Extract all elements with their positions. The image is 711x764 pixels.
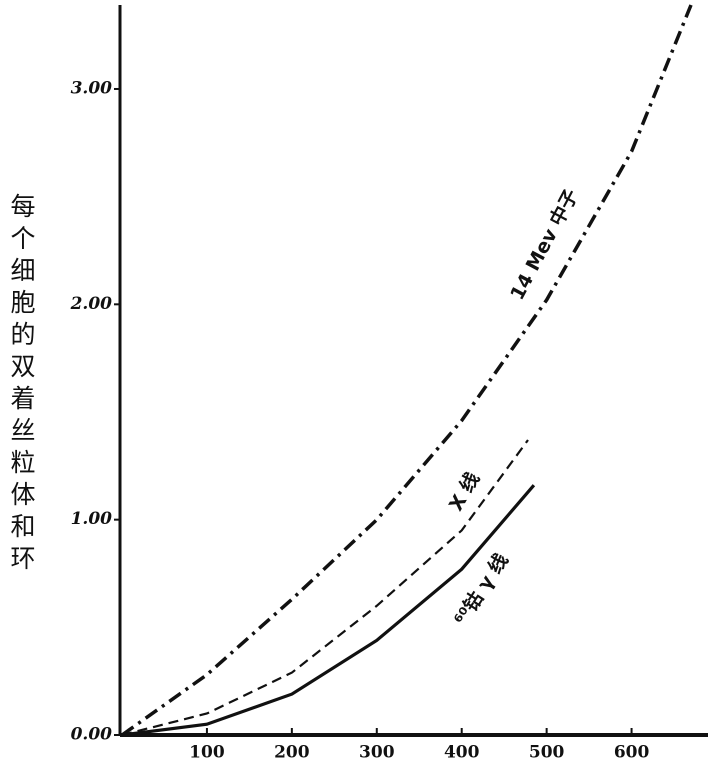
x-tick-label: 400: [444, 743, 480, 763]
y-tick-label: 1.00: [71, 509, 113, 529]
x-tick-label: 300: [359, 743, 395, 763]
y-tick-label: 2.00: [70, 294, 113, 314]
series-label: X 线: [444, 468, 484, 514]
y-tick-label: 3.00: [71, 78, 113, 98]
y-axis-label: 每个细胞的双着丝粒体和环: [7, 193, 36, 577]
series-label: ⁶⁰钴 γ 线: [450, 549, 513, 629]
x-tick-label: 100: [189, 743, 225, 763]
series-line: [121, 484, 536, 737]
series-line: [120, 4, 693, 737]
series-label: 14 Mev 中子: [505, 185, 583, 303]
x-tick-label: 500: [529, 743, 565, 763]
x-tick-label: 200: [274, 743, 310, 763]
y-tick-label: 0.00: [71, 725, 113, 745]
series-line: [121, 439, 529, 737]
x-tick-label: 600: [614, 743, 650, 763]
